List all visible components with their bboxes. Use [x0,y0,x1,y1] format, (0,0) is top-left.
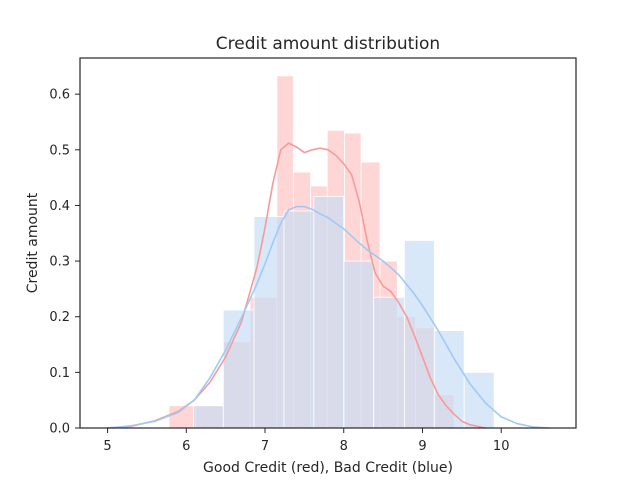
plot-area [106,75,550,429]
hist-bar-1-8 [433,330,465,429]
x-tick-label: 7 [261,439,269,454]
hist-bar-1-7 [403,240,435,429]
y-tick-label: 0.2 [49,310,70,325]
axes: 5 6 7 8 9 10 0.0 0.1 0.2 0.3 0.4 0.5 0.6 [49,57,577,454]
y-tick-label: 0.6 [49,88,70,103]
x-tick-label: 10 [493,439,510,454]
hist-bar-1-4 [313,196,345,429]
hist-bar-1-5 [343,260,375,429]
y-tick-label: 0.4 [49,199,70,214]
x-tick-label: 6 [182,439,190,454]
x-tick-label: 9 [418,439,426,454]
hist-bar-1-0 [192,405,224,429]
y-tick-label: 0.1 [49,366,70,381]
x-tick-label: 5 [103,439,111,454]
y-tick-label: 0.0 [49,422,70,437]
series-1-bars [192,196,495,429]
kde-line-0 [106,142,487,429]
kde-line-1 [106,205,550,429]
hist-bar-1-6 [373,296,405,429]
plot-frame [79,57,577,429]
y-tick-label: 0.5 [49,143,70,158]
hist-bar-1-2 [253,216,285,429]
hist-bar-1-3 [283,210,315,429]
chart-title: Credit amount distribution [216,34,440,54]
x-tick-label: 8 [340,439,348,454]
y-tick-label: 0.3 [49,255,70,270]
y-axis-label: Credit amount [25,192,41,293]
x-axis-label: Good Credit (red), Bad Credit (blue) [203,460,453,476]
